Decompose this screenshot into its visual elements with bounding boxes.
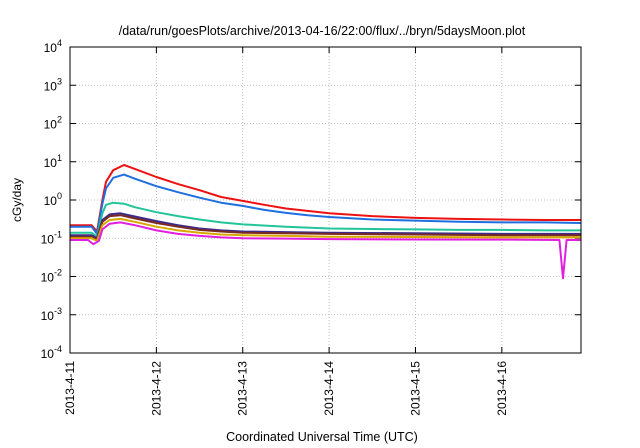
y-tick-labels: 10-4 10-3 10-2 10-1 100 101 102 103 104: [41, 38, 62, 361]
series-line-3: [70, 201, 581, 238]
y-tick-label: 10-3: [41, 306, 62, 323]
series-line-1: [70, 164, 581, 233]
y-tick-label: 104: [44, 38, 62, 55]
x-tick-label: 2013-4-14: [322, 361, 336, 416]
y-tick-label: 101: [44, 153, 62, 170]
x-tick-labels: 2013-4-11 2013-4-12 2013-4-13 2013-4-14 2013…: [63, 361, 509, 416]
y-tick-label: 10-4: [41, 344, 62, 361]
x-tick-label: 2013-4-16: [495, 361, 509, 416]
x-tick-label: 2013-4-15: [408, 361, 422, 416]
series-line-7: [70, 221, 581, 280]
y-tick-label: 103: [44, 76, 62, 93]
plot-frame: [69, 46, 582, 354]
x-axis-label: Coordinated Universal Time (UTC): [226, 430, 418, 444]
y-axis-label: cGy/day: [10, 178, 24, 222]
chart-title: /data/run/goesPlots/archive/2013-04-16/2…: [119, 24, 526, 38]
series-line-2: [70, 173, 582, 235]
series-group: [70, 164, 582, 280]
y-tick-label: 102: [44, 115, 62, 132]
x-tick-label: 2013-4-11: [63, 361, 77, 415]
y-tick-label: 100: [44, 191, 62, 208]
y-tick-label: 10-1: [41, 229, 62, 246]
series-line-6: [70, 217, 581, 242]
x-tick-label: 2013-4-12: [149, 361, 163, 416]
grid: [69, 46, 581, 354]
x-tick-label: 2013-4-13: [236, 361, 250, 416]
y-tick-label: 10-2: [41, 268, 62, 285]
